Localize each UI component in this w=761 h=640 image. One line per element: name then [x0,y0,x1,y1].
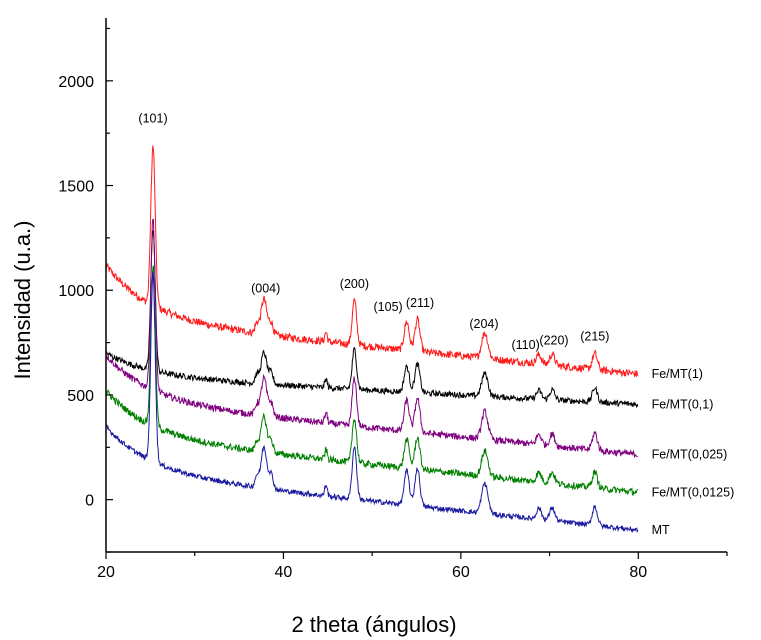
series-label-4: MT [652,523,670,537]
x-tick-label: 20 [97,564,115,581]
y-tick-label: 500 [67,388,94,405]
series-label-0: Fe/MT(1) [652,367,703,381]
series-line-1 [105,230,639,409]
series-line-0 [105,145,639,378]
y-axis-label: Intensidad (u.a.) [10,221,35,380]
series-label-1: Fe/MT(0,1) [652,397,714,411]
ticks: 20 40 60 80 0 500 1000 1500 2000 [58,27,728,581]
peak-label: (204) [469,317,498,331]
peak-label: (211) [406,296,434,310]
peak-label: (004) [251,281,280,295]
peak-label: (220) [539,334,568,348]
axes [105,18,727,553]
y-tick-label: 2000 [58,74,94,91]
series-line-2 [105,218,639,458]
x-tick-label: 40 [275,564,293,581]
peak-label: (110) [511,338,539,352]
peak-label: (200) [340,277,369,291]
y-tick-label: 0 [85,493,94,510]
series-label-3: Fe/MT(0,0125) [652,485,735,499]
peak-label: (215) [580,329,609,343]
series-label-2: Fe/MT(0,025) [652,448,728,462]
series-line-3 [105,265,639,496]
plot-area [105,145,639,534]
y-tick-label: 1000 [58,283,94,300]
x-tick-label: 60 [452,564,470,581]
y-tick-label: 1500 [58,179,94,196]
x-tick-label: 80 [629,564,647,581]
x-axis-label: 2 theta (ángulos) [291,612,456,637]
series-line-4 [105,271,639,534]
peak-label: (101) [138,112,167,126]
peak-label: (105) [374,300,403,314]
series-labels: Fe/MT(1) Fe/MT(0,1) Fe/MT(0,025) Fe/MT(0,01… [652,367,735,537]
peak-labels: (101) (004) (200) (105) (211) (204) (110) (220)… [138,112,609,352]
